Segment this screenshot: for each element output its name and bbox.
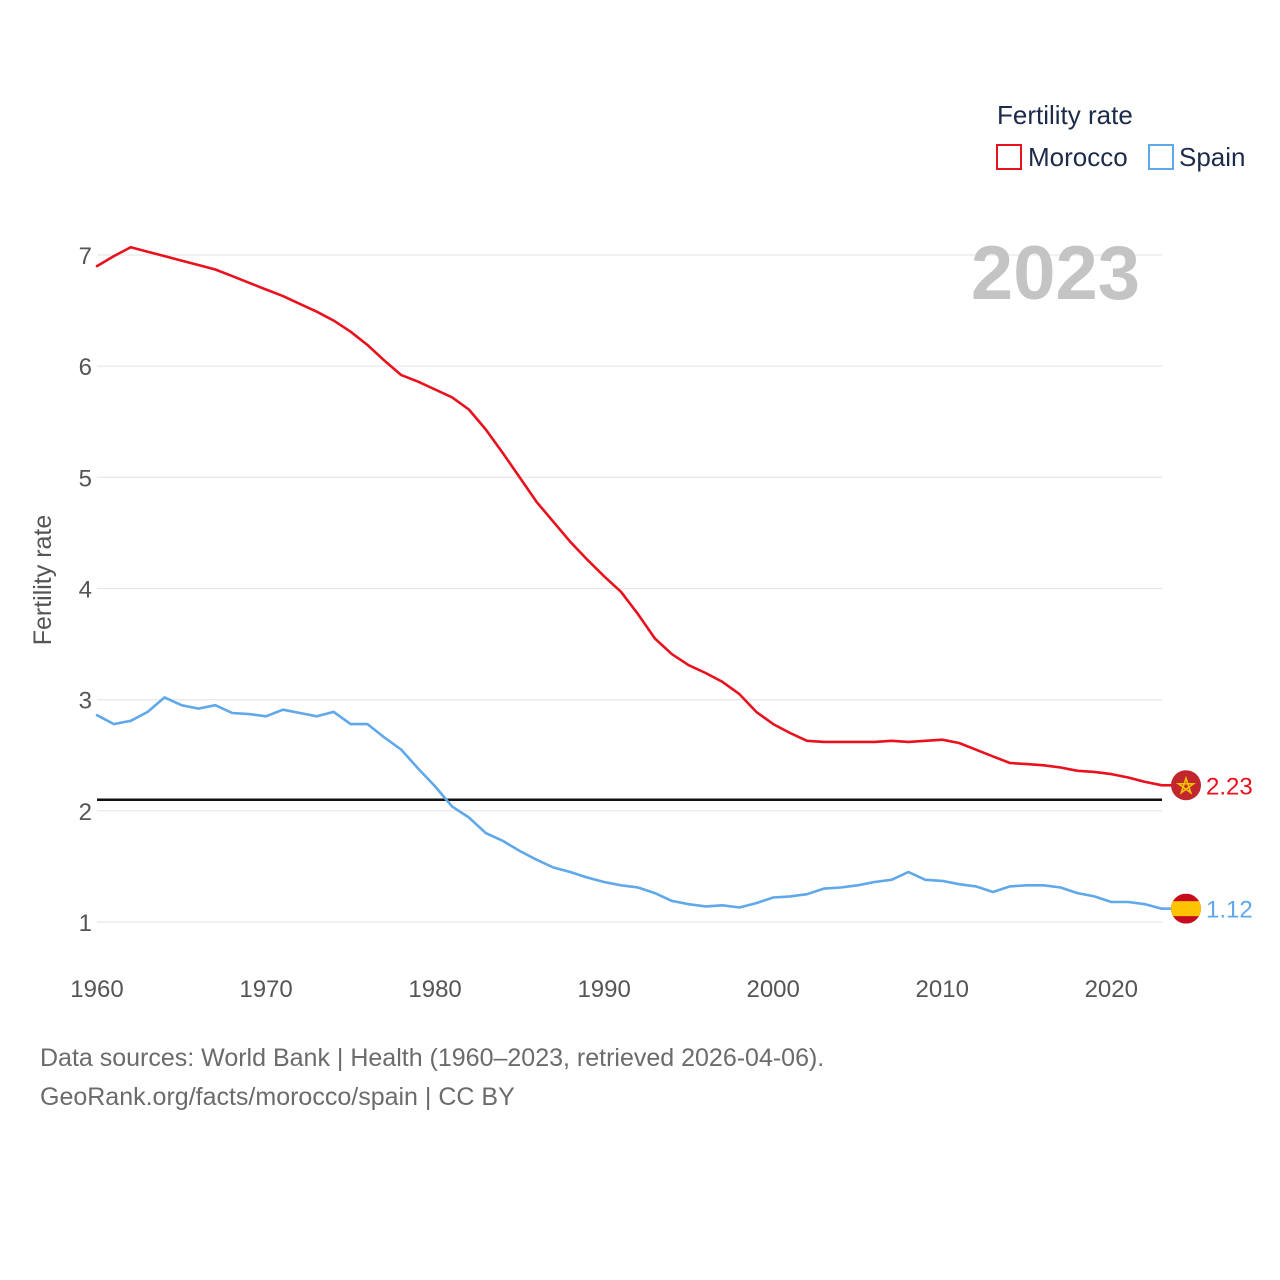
x-axis-ticks: 1960 1970 1980 1990 2000 2010 2020 xyxy=(70,976,1138,1003)
year-watermark: 2023 xyxy=(971,231,1140,316)
x-tick-label: 2000 xyxy=(746,976,799,1003)
y-tick-label: 1 xyxy=(79,910,92,937)
end-value-label-morocco: 2.23 xyxy=(1206,773,1253,800)
end-value-label-spain: 1.12 xyxy=(1206,897,1253,924)
morocco-flag-icon xyxy=(1171,770,1201,801)
legend-swatch-spain xyxy=(1148,144,1174,170)
y-axis-label: Fertility rate xyxy=(29,515,57,646)
x-tick-label: 1970 xyxy=(239,976,292,1003)
series-lines xyxy=(95,245,1164,911)
series-end-markers: 2.23 1.12 xyxy=(1162,770,1253,924)
x-tick-label: 1960 xyxy=(70,976,123,1003)
legend-label-morocco: Morocco xyxy=(1028,142,1128,172)
legend: Fertility rate Morocco Spain xyxy=(996,100,1246,172)
legend-label-spain: Spain xyxy=(1179,142,1246,172)
y-tick-label: 6 xyxy=(79,354,92,381)
x-tick-label: 1980 xyxy=(408,976,461,1003)
legend-swatch-morocco xyxy=(996,144,1022,170)
x-tick-label: 1990 xyxy=(577,976,630,1003)
source-note: Data sources: World Bank | Health (1960–… xyxy=(40,1044,825,1072)
y-tick-label: 2 xyxy=(79,799,92,826)
spain-flag-icon xyxy=(1171,893,1201,924)
x-tick-label: 2020 xyxy=(1085,976,1138,1003)
x-tick-label: 2010 xyxy=(916,976,969,1003)
y-tick-label: 5 xyxy=(79,465,92,492)
series-line-spain xyxy=(95,696,1164,911)
series-line-morocco xyxy=(95,245,1164,787)
attribution-note: GeoRank.org/facts/morocco/spain | CC BY xyxy=(40,1083,515,1111)
legend-item-spain[interactable]: Spain xyxy=(1148,142,1246,172)
legend-item-morocco[interactable]: Morocco xyxy=(996,142,1128,172)
legend-title: Fertility rate xyxy=(997,100,1133,130)
y-tick-label: 7 xyxy=(79,243,92,270)
gridlines xyxy=(97,254,1162,923)
y-tick-label: 4 xyxy=(79,577,92,604)
y-axis-ticks: 1 2 3 4 5 6 7 xyxy=(79,243,92,937)
y-tick-label: 3 xyxy=(79,688,92,715)
